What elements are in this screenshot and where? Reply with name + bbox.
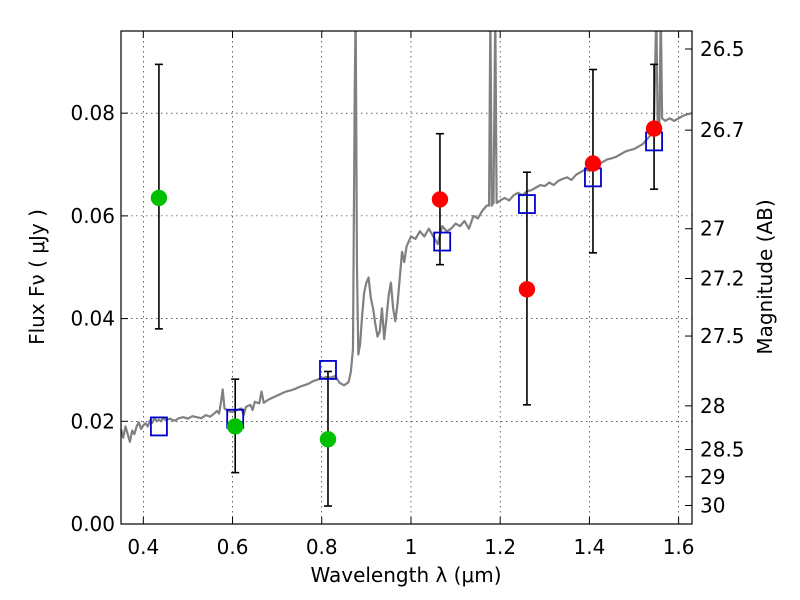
- photometry-point: [226, 418, 244, 435]
- x-tick-label: 0.4: [127, 535, 159, 559]
- y2-tick-label: 27.2: [700, 267, 745, 291]
- x-tick-label: 1.4: [573, 535, 605, 559]
- model-photometry-square: [319, 360, 337, 380]
- y2-tick-label: 26.7: [700, 118, 745, 142]
- y2-tick-label: 26.5: [700, 37, 745, 61]
- x-tick-label: 0.6: [217, 535, 249, 559]
- photometry-point: [584, 155, 602, 172]
- x-axis-title: Wavelength λ (μm): [310, 563, 501, 587]
- y-axis-title: Flux Fν ( μJy ): [25, 209, 49, 345]
- y2-tick-label: 30: [700, 494, 725, 518]
- y2-axis-title: Magnitude (AB): [753, 199, 777, 354]
- data-series: [121, 31, 692, 507]
- y-tick-label: 0.08: [70, 101, 115, 125]
- y-tick-label: 0.02: [70, 409, 115, 433]
- y2-tick-label: 27.5: [700, 324, 745, 348]
- photometry-point: [518, 281, 536, 298]
- x-tick-label: 0.8: [306, 535, 338, 559]
- y2-tick-label: 28.5: [700, 438, 745, 462]
- y-tick-label: 0.06: [70, 204, 115, 228]
- y-tick-label: 0.04: [70, 307, 115, 331]
- model-photometry-square: [518, 194, 536, 214]
- tick-labels: 0.4 0.6 0.8 1 1.2 1.4 1.6 0.00 0.02 0.04 0.06 0.08 2…: [70, 37, 744, 559]
- y-tick-label: 0.00: [70, 512, 115, 536]
- y2-tick-label: 29: [700, 465, 725, 489]
- y2-tick-label: 27: [700, 217, 725, 241]
- photometry-point: [150, 189, 168, 207]
- model-photometry-square: [433, 231, 452, 252]
- y2-tick-label: 28: [700, 394, 725, 418]
- photometry-point: [319, 431, 337, 448]
- x-tick-label: 1.2: [484, 535, 516, 559]
- x-tick-label: 1.6: [663, 535, 695, 559]
- plot-frame: [120, 30, 693, 525]
- photometry-point: [645, 120, 663, 137]
- model-photometry-square: [150, 416, 168, 437]
- x-tick-label: 1: [405, 535, 418, 559]
- axis-ticks: [121, 31, 692, 525]
- photometry-point: [431, 191, 449, 208]
